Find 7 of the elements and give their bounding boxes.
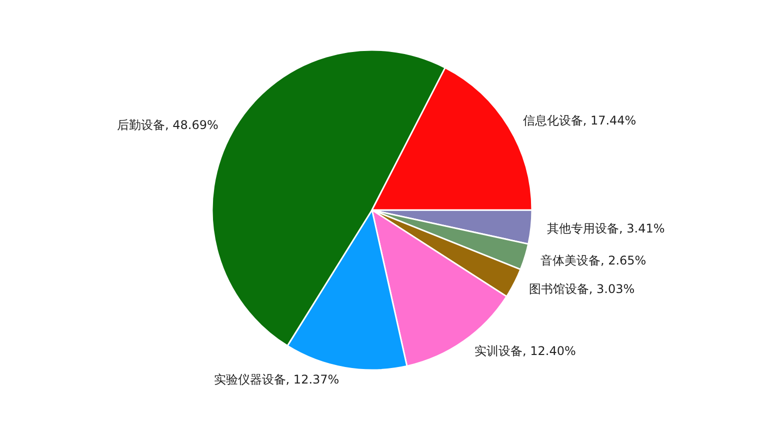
slice-label: 其他专用设备, 3.41% — [547, 221, 665, 236]
slice-label: 实训设备, 12.40% — [474, 344, 576, 358]
slice-label: 信息化设备, 17.44% — [522, 113, 636, 128]
slice-label: 后勤设备, 48.69% — [116, 118, 218, 132]
slice-label: 图书馆设备, 3.03% — [528, 282, 635, 296]
slice-label: 实验仪器设备, 12.37% — [214, 372, 340, 387]
slice-label: 音体美设备, 2.65% — [540, 253, 646, 268]
